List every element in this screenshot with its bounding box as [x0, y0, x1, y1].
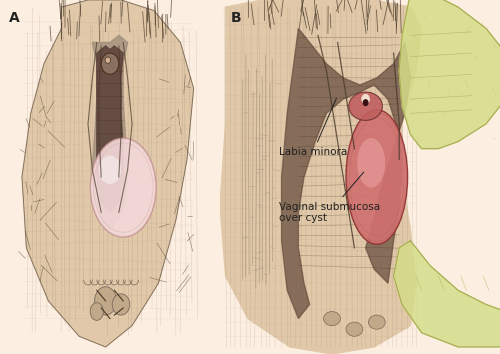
Polygon shape — [220, 0, 422, 354]
Ellipse shape — [368, 315, 385, 329]
Text: B: B — [231, 11, 242, 25]
Circle shape — [364, 100, 368, 105]
Polygon shape — [22, 0, 194, 347]
Polygon shape — [399, 0, 500, 149]
Ellipse shape — [90, 138, 156, 237]
Circle shape — [362, 94, 370, 104]
Polygon shape — [92, 35, 128, 230]
Ellipse shape — [94, 287, 116, 315]
Text: Vaginal submucosa
over cyst: Vaginal submucosa over cyst — [279, 172, 380, 223]
Ellipse shape — [105, 57, 110, 63]
Polygon shape — [394, 241, 500, 347]
Ellipse shape — [349, 92, 382, 120]
Text: Labia minora: Labia minora — [279, 98, 347, 157]
Ellipse shape — [101, 53, 119, 74]
Polygon shape — [282, 28, 410, 319]
Ellipse shape — [112, 294, 130, 315]
Text: A: A — [9, 11, 20, 25]
Ellipse shape — [324, 312, 340, 326]
Ellipse shape — [346, 322, 363, 336]
Ellipse shape — [90, 303, 104, 320]
Ellipse shape — [346, 110, 408, 244]
Ellipse shape — [357, 138, 385, 188]
Polygon shape — [97, 46, 123, 212]
Ellipse shape — [99, 156, 121, 184]
